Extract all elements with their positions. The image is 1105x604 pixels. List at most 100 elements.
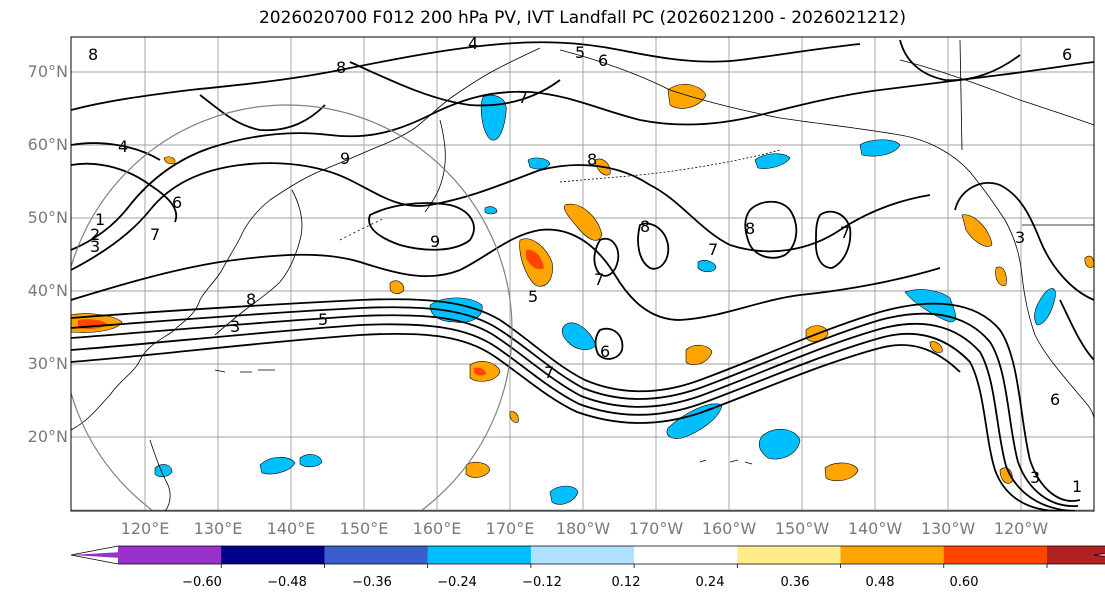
pv-contour-line — [815, 210, 852, 269]
contour-label: 6 — [1062, 45, 1072, 64]
pv-negative-area — [1034, 288, 1056, 326]
pv-contour-line — [71, 41, 861, 111]
contour-label: 6 — [1050, 390, 1060, 409]
coastline-alaska — [559, 49, 1006, 221]
contour-label: 8 — [745, 219, 755, 238]
lon-label: 130°E — [193, 519, 243, 538]
contour-label: 6 — [600, 342, 610, 361]
contour-label: 9 — [430, 232, 440, 251]
pv-positive-area — [564, 203, 603, 241]
pv-positive-area — [961, 214, 993, 247]
contour-label: 7 — [708, 240, 718, 259]
lon-label: 180°W — [555, 519, 611, 538]
lon-label: 120°W — [993, 519, 1049, 538]
colorbar-tick-label: −0.48 — [267, 575, 307, 590]
pv-positive-area — [929, 341, 943, 353]
pv-negative-area — [859, 139, 901, 157]
lon-label: 160°E — [412, 519, 462, 538]
contour-label: 8 — [336, 58, 346, 77]
colorbar-tick-label: 0.48 — [865, 575, 895, 590]
contour-label: 3 — [90, 237, 100, 256]
map-title: 2026020700 F012 200 hPa PV, IVT Landfall… — [258, 8, 906, 28]
lon-label: 160°W — [701, 519, 757, 538]
colorbar-tick-label: 0.36 — [780, 575, 810, 590]
colorbar-tick-label: 0.60 — [949, 575, 979, 590]
colorbar-tick-label: −0.24 — [437, 575, 477, 590]
pv-negative-area — [480, 94, 507, 141]
coastline-islands — [214, 369, 275, 373]
pv-positive-area — [465, 461, 491, 478]
border-alaska — [959, 39, 963, 151]
pv-negative-area — [758, 428, 801, 460]
contour-label: 8 — [88, 45, 98, 64]
lat-label: 30°N — [27, 354, 68, 373]
contour-label: 1 — [95, 210, 105, 229]
lon-label: 170°W — [628, 519, 684, 538]
lon-label: 170°E — [485, 519, 535, 538]
pv-contour-line — [71, 323, 1061, 511]
pv-contour-line — [71, 162, 178, 223]
coastline-na-west — [1004, 219, 1094, 421]
contour-label: 6 — [598, 51, 608, 70]
pv-positive-area — [389, 280, 405, 294]
colorbar-tick-label: −0.12 — [522, 575, 562, 590]
lat-label: 50°N — [27, 208, 68, 227]
colorbar-tick-label: 0.12 — [611, 575, 641, 590]
pv-contour-line — [899, 39, 1021, 82]
pv-negative-area — [754, 153, 791, 169]
pv-contour-line — [71, 332, 961, 424]
pv-negative-area — [904, 289, 957, 323]
contour-labels: 4 5 6 7 8 9 7 8 9 5 1 2 3 4 6 8 8 7 7 8 … — [88, 34, 1082, 496]
pv-negative-area — [259, 456, 296, 475]
map-background — [71, 37, 1094, 511]
coastline-hawaii — [699, 459, 753, 465]
coastline-na-inland — [899, 59, 1094, 126]
pv-negative-area — [527, 157, 551, 170]
coastline-aleutians — [559, 149, 781, 183]
pv-contours — [71, 39, 1094, 511]
contour-label: 3 — [230, 317, 240, 336]
contour-label: 5 — [528, 287, 538, 306]
lon-label: 140°W — [847, 519, 903, 538]
pv-positive-area — [824, 462, 859, 482]
pv-contour-line — [349, 61, 561, 107]
pv-contour-line — [71, 298, 1081, 502]
pv-negative-area — [666, 403, 723, 439]
contour-label: 6 — [172, 193, 182, 212]
pv-contour-line — [368, 202, 475, 251]
pv-positive-area — [474, 367, 486, 376]
pv-positive-area — [526, 249, 544, 270]
lon-label: 150°W — [774, 519, 830, 538]
contour-label: 3 — [1030, 468, 1040, 487]
lon-label: 150°E — [339, 519, 389, 538]
pv-contour-line — [744, 200, 798, 259]
pv-contour-line — [594, 327, 624, 360]
contour-label: 3 — [1015, 228, 1025, 247]
pv-positive-area — [509, 411, 519, 423]
coastline-japan — [214, 189, 303, 336]
pv-negative-area — [561, 322, 597, 350]
pv-contour-line — [593, 237, 620, 277]
contour-label: 9 — [340, 149, 350, 168]
pv-contour-line — [71, 142, 161, 161]
colorbar-tick-label: 0.24 — [695, 575, 725, 590]
lon-label: 140°E — [266, 519, 316, 538]
pv-contour-line — [71, 228, 941, 321]
pv-negative-area — [154, 464, 173, 478]
map-frame — [70, 36, 1095, 512]
coastline-philippines — [149, 439, 171, 511]
colorbar-tick-label: −0.36 — [352, 575, 392, 590]
pv-contour-line — [71, 306, 1079, 507]
contour-label: 7 — [594, 270, 604, 289]
contour-label: 4 — [118, 137, 128, 156]
radius-circle — [71, 104, 513, 511]
lon-label: 130°W — [920, 519, 976, 538]
contour-label: 1 — [1072, 477, 1082, 496]
pv-contour-line — [199, 94, 326, 132]
contour-label: 7 — [544, 363, 554, 382]
lat-label: 60°N — [27, 135, 68, 154]
pv-positive-area — [995, 266, 1007, 286]
pv-positive-area — [685, 344, 713, 365]
coastline-asia — [71, 47, 541, 431]
pv-contour-line — [1059, 299, 1094, 361]
